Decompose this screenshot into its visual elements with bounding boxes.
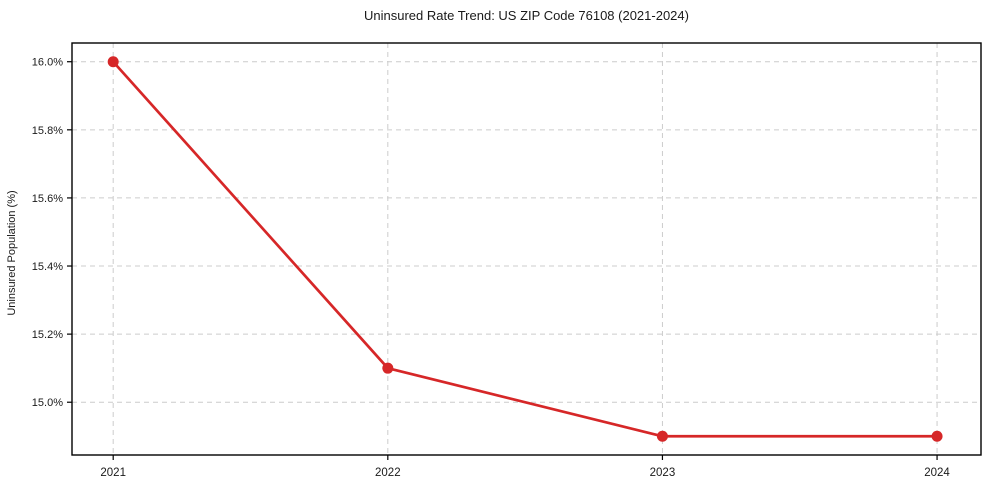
y-tick-label: 15.6%	[32, 193, 63, 205]
data-point	[107, 56, 119, 68]
y-tick-label: 15.2%	[32, 329, 63, 341]
y-tick-label: 16.0%	[32, 57, 63, 69]
series-line	[111, 60, 939, 438]
data-point	[931, 430, 943, 442]
y-tick-label: 15.0%	[32, 397, 63, 409]
x-tick-label: 2021	[100, 467, 126, 479]
chart-title: Uninsured Rate Trend: US ZIP Code 76108 …	[364, 8, 689, 23]
y-tick-label: 15.8%	[32, 125, 63, 137]
data-point	[656, 430, 668, 442]
x-tick-label: 2023	[650, 467, 676, 479]
x-tick-label: 2022	[375, 467, 401, 479]
x-tick-label: 2024	[924, 467, 950, 479]
plot-border	[71, 42, 982, 456]
data-point	[382, 362, 394, 374]
y-tick-label: 15.4%	[32, 261, 63, 273]
